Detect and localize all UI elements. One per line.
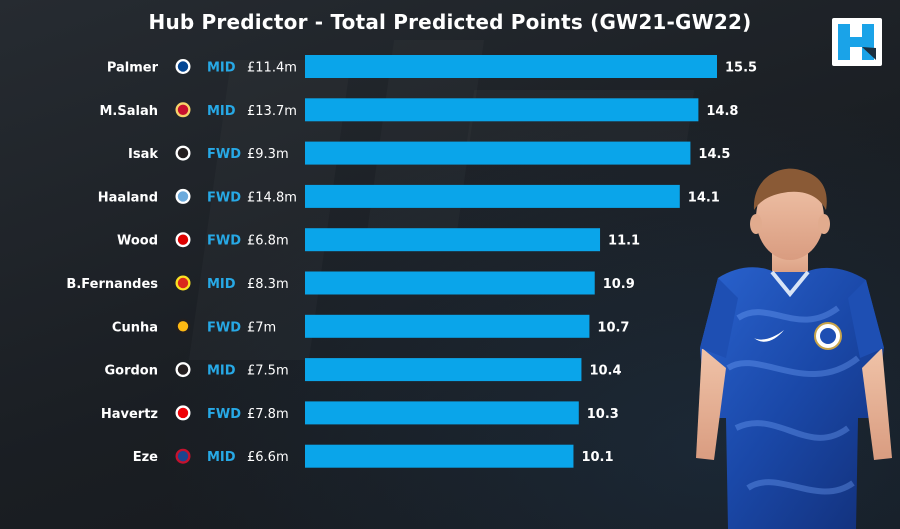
bar [305,401,579,425]
position-label: MID [207,364,236,379]
bar [305,228,601,252]
newcastle-badge-icon-inner [177,147,189,159]
chart-title: Hub Predictor - Total Predicted Points (… [148,10,752,34]
position-label: MID [207,277,236,292]
value-label: 14.1 [688,190,720,205]
nottingham-forest-badge-icon-inner [177,234,189,245]
price-label: £7.8m [247,407,289,422]
player-name: Gordon [104,364,158,379]
player-name: Cunha [112,320,158,335]
player-name: Palmer [107,61,159,76]
position-label: FWD [207,147,241,162]
bar [305,358,582,382]
liverpool-badge-icon-inner [177,104,189,116]
player-name: Havertz [101,407,158,422]
bar [305,314,590,338]
value-label: 10.7 [597,320,629,335]
value-label: 15.5 [725,61,757,76]
position-label: MID [207,61,236,76]
price-label: £6.6m [247,450,289,465]
bar [305,444,574,468]
value-label: 14.8 [706,104,738,119]
position-label: FWD [207,407,241,422]
bar [305,184,680,208]
man-utd-badge-icon-inner [177,277,189,289]
price-label: £7m [247,320,276,335]
value-label: 10.9 [603,277,635,292]
player-name: Haaland [98,190,158,205]
price-label: £6.8m [247,234,289,249]
value-label: 10.3 [587,407,619,422]
bar [305,98,699,122]
bar [305,271,595,295]
bar [305,141,691,165]
wolves-badge-icon-inner [177,321,189,332]
value-label: 14.5 [698,147,730,162]
price-label: £9.3m [247,147,289,162]
player-name: B.Fernandes [66,277,158,292]
position-label: MID [207,450,236,465]
position-label: FWD [207,234,241,249]
position-label: FWD [207,190,241,205]
price-label: £8.3m [247,277,289,292]
crystal-palace-badge-icon-inner [177,451,189,462]
value-label: 11.1 [608,234,640,249]
newcastle-badge-icon-inner [177,364,189,375]
price-label: £7.5m [247,364,289,379]
price-label: £11.4m [247,61,297,76]
position-label: MID [207,104,236,119]
price-label: £13.7m [247,104,297,119]
man-city-badge-icon-inner [177,191,189,202]
value-label: 10.1 [581,450,613,465]
player-name: M.Salah [100,104,159,119]
player-name: Wood [117,234,158,249]
chelsea-badge-icon-inner [177,61,189,72]
player-name: Eze [133,450,158,465]
price-label: £14.8m [247,190,297,205]
arsenal-badge-icon-inner [177,407,189,419]
player-name: Isak [128,147,158,162]
position-label: FWD [207,320,241,335]
player-in-chelsea-kit-photo-icon [696,168,892,529]
bar [305,55,717,78]
value-label: 10.4 [589,364,621,379]
fantasy-hub-logo-icon [832,18,882,66]
